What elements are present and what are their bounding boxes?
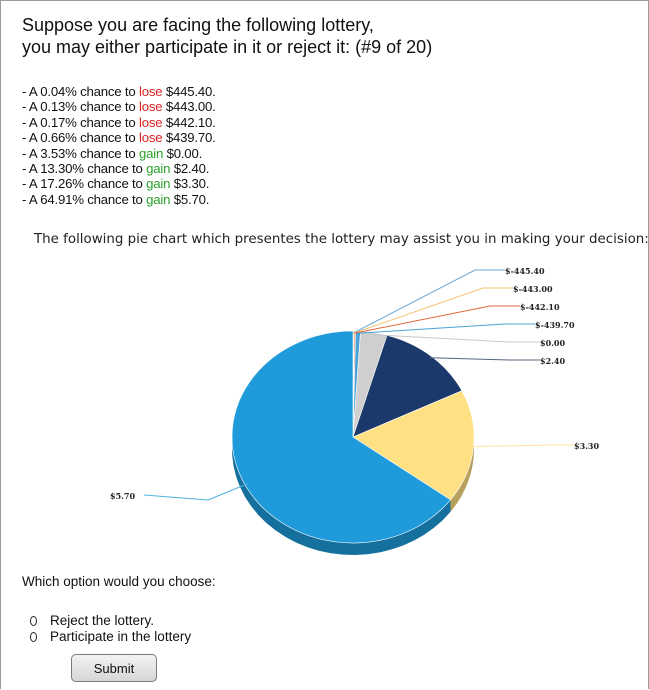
outcome-item: - A 0.13% chance to lose $443.00. xyxy=(22,99,216,114)
pie-leader-line xyxy=(143,483,248,501)
pie-slice-$2.40 xyxy=(352,334,463,438)
option-participate-label: Participate in the lottery xyxy=(50,629,192,644)
outcome-prefix: - A 3.53% chance to xyxy=(22,145,139,161)
outcome-prefix: - A 0.17% chance to xyxy=(22,114,139,130)
outcome-prefix: - A 0.13% chance to xyxy=(22,99,139,115)
outcome-verb: gain xyxy=(146,191,171,207)
outcome-item: - A 0.04% chance to lose $445.40. xyxy=(22,84,216,99)
outcome-verb: gain xyxy=(146,176,171,192)
outcome-verb: lose xyxy=(138,114,163,130)
outcome-amount: $439.70. xyxy=(162,130,216,146)
outcome-verb: gain xyxy=(138,145,164,161)
outcome-list: - A 0.04% chance to lose $445.40. - A 0.… xyxy=(22,84,216,207)
outcome-item: - A 0.66% chance to lose $439.70. xyxy=(22,130,216,145)
outcome-verb: lose xyxy=(138,130,163,146)
outcome-verb: gain xyxy=(146,161,171,177)
title-line-2: you may either participate in it or reje… xyxy=(22,37,433,57)
outcome-item: - A 17.26% chance to gain $3.30. xyxy=(22,176,216,191)
pie-leader-line xyxy=(353,287,513,334)
outcome-amount: $445.40. xyxy=(162,84,216,99)
pie-label: $5.70 xyxy=(110,491,135,501)
radio-participate[interactable] xyxy=(30,632,37,642)
option-group: Reject the lottery. Participate in the l… xyxy=(30,613,191,645)
pie-leader-line xyxy=(354,305,520,334)
page-title: Suppose you are facing the following lot… xyxy=(22,14,432,58)
pie-label: $-443.00 xyxy=(513,284,553,294)
pie-label: $0.00 xyxy=(540,338,565,348)
outcome-item: - A 64.91% chance to gain $5.70. xyxy=(22,192,216,207)
outcome-prefix: - A 64.91% chance to xyxy=(22,191,147,207)
pie-slice-side xyxy=(232,443,451,555)
pie-label: $3.30 xyxy=(574,441,599,451)
pie-label: $2.40 xyxy=(540,356,565,366)
option-participate[interactable]: Participate in the lottery xyxy=(30,629,191,645)
pie-label: $-442.10 xyxy=(520,302,560,312)
question-text: Which option would you choose: xyxy=(22,574,216,589)
pie-leader-line xyxy=(429,357,540,361)
outcome-item: - A 13.30% chance to gain $2.40. xyxy=(22,161,216,176)
outcome-item: - A 3.53% chance to gain $0.00. xyxy=(22,146,216,161)
outcome-amount: $5.70. xyxy=(170,191,210,207)
outcome-amount: $442.10. xyxy=(162,114,216,130)
outcome-amount: $3.30. xyxy=(170,176,210,192)
pie-leader-line xyxy=(471,444,574,447)
outcome-verb: lose xyxy=(138,99,163,115)
outcome-item: - A 0.17% chance to lose $442.10. xyxy=(22,115,216,130)
outcome-amount: $443.00. xyxy=(162,99,216,115)
outcome-amount: $0.00. xyxy=(163,145,203,161)
outcome-verb: lose xyxy=(138,84,163,99)
lottery-pie-chart: $-445.40 $-443.00 $-442.10 $-439.70 $0.00 $2.… xyxy=(110,266,599,555)
option-reject-label: Reject the lottery. xyxy=(50,613,155,628)
outcome-prefix: - A 0.66% chance to xyxy=(22,130,139,146)
radio-reject[interactable] xyxy=(30,616,37,626)
submit-button[interactable]: Submit xyxy=(71,654,157,682)
pie-leader-line xyxy=(373,334,540,343)
pie-slice-side xyxy=(450,438,474,512)
option-reject[interactable]: Reject the lottery. xyxy=(30,613,191,629)
pie-label: $-445.40 xyxy=(505,266,545,276)
outcome-prefix: - A 17.26% chance to xyxy=(22,176,147,192)
pie-leader-line xyxy=(357,323,535,334)
pie-label: $-439.70 xyxy=(535,320,575,330)
title-line-1: Suppose you are facing the following lot… xyxy=(22,15,374,35)
pie-leader-line xyxy=(352,269,505,334)
chart-intro-text: The following pie chart which presentes … xyxy=(34,232,649,247)
outcome-prefix: - A 13.30% chance to xyxy=(22,161,147,177)
outcome-prefix: - A 0.04% chance to xyxy=(22,84,139,99)
outcome-amount: $2.40. xyxy=(170,161,210,177)
